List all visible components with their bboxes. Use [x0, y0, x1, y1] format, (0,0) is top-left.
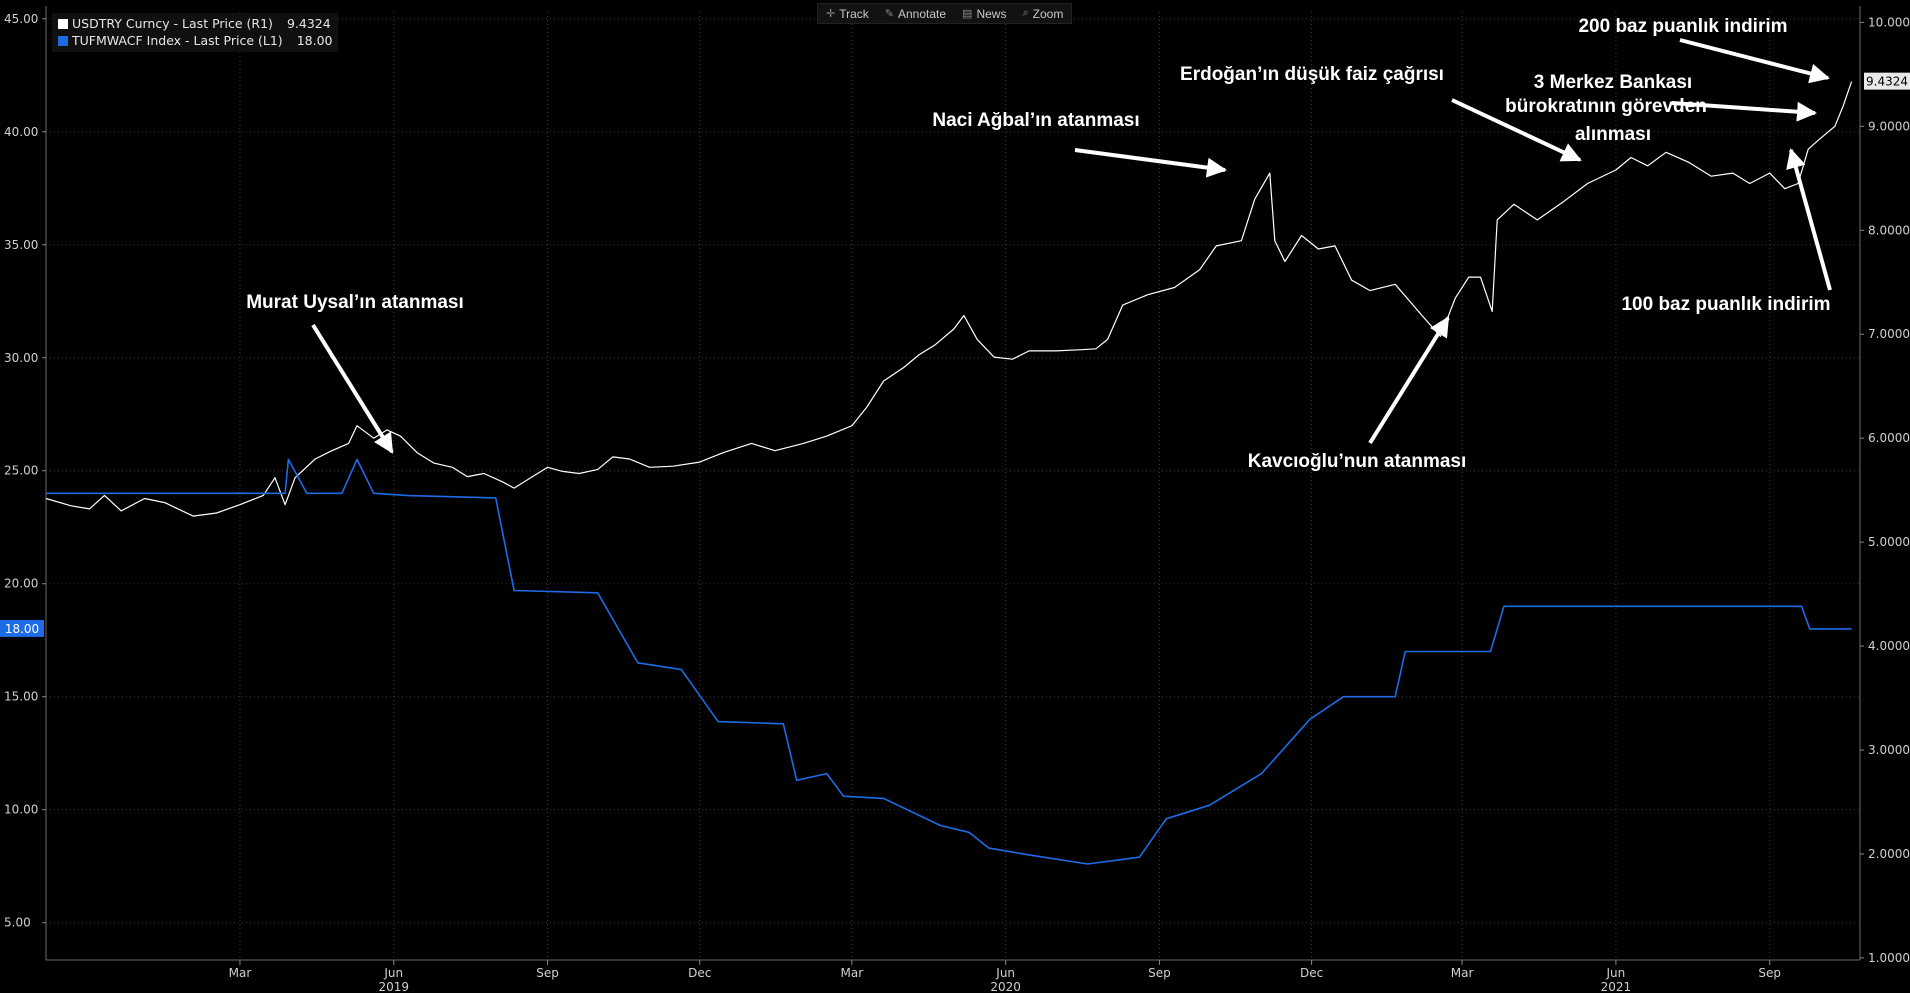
annotation-arrow: [1671, 101, 1817, 122]
last-value-badge-tufmwacf: [0, 619, 44, 637]
zoom-button[interactable]: ⌕ Zoom: [1014, 4, 1071, 23]
zoom-label: Zoom: [1032, 6, 1064, 21]
track-button[interactable]: ✛ Track: [818, 4, 877, 23]
right-tick-label: 1.0000: [1868, 951, 1910, 965]
crosshair-icon: ✛: [826, 8, 836, 20]
right-tick-label: 7.0000: [1868, 327, 1910, 341]
annotation-arrow: [311, 323, 394, 454]
newspaper-icon: ▤: [962, 8, 973, 20]
x-year-label: 2019: [378, 980, 409, 993]
left-tick-label: 35.00: [4, 238, 38, 252]
right-tick-label: 5.0000: [1868, 535, 1910, 549]
left-tick-label: 45.00: [4, 12, 38, 26]
last-value-badge-usdtry: [1864, 72, 1910, 90]
annotate-label: Annotate: [898, 6, 947, 21]
legend-item-tufmwacf[interactable]: TUFMWACF Index - Last Price (L1) 18.00: [58, 32, 332, 49]
annotation-text: alınması: [1575, 124, 1651, 145]
annotation-text: bürokratının görevden: [1505, 96, 1707, 117]
right-tick-label: 3.0000: [1868, 743, 1910, 757]
news-button[interactable]: ▤ News: [954, 4, 1014, 23]
legend-value: 18.00: [296, 33, 333, 48]
annotation-text: Murat Uysal’ın atanması: [246, 292, 464, 313]
x-tick-label: Jun: [995, 966, 1015, 980]
legend-label: USDTRY Curncy - Last Price (R1): [72, 16, 273, 31]
left-tick-label: 15.00: [4, 690, 38, 704]
right-tick-label: 9.0000: [1868, 119, 1910, 133]
series-line-usdtry: [45, 81, 1853, 517]
x-tick-label: Mar: [1451, 966, 1474, 980]
annotation-text: 3 Merkez Bankası: [1534, 72, 1692, 93]
left-tick-label: 20.00: [4, 577, 38, 591]
magnifier-icon: ⌕: [1022, 7, 1029, 19]
x-year-label: 2020: [990, 980, 1021, 993]
right-tick-label: 6.0000: [1868, 431, 1910, 445]
annotation-text: 200 baz puanlık indirim: [1578, 16, 1787, 37]
legend-item-usdtry[interactable]: USDTRY Curncy - Last Price (R1) 9.4324: [58, 15, 332, 32]
right-tick-label: 4.0000: [1868, 639, 1910, 653]
annotation-arrow: [1368, 316, 1450, 445]
annotation-arrow: [1074, 148, 1227, 178]
annotation-arrow: [1786, 148, 1832, 291]
annotation-arrow: [1679, 38, 1830, 84]
last-value-label-usdtry: 9.4324: [1866, 75, 1908, 89]
legend-swatch-blue: [58, 35, 68, 46]
left-tick-label: 40.00: [4, 125, 38, 139]
legend-value: 9.4324: [286, 16, 331, 31]
x-tick-label: Sep: [536, 966, 559, 980]
x-tick-label: Dec: [688, 966, 711, 980]
pencil-icon: ✎: [884, 8, 894, 20]
x-tick-label: Mar: [229, 966, 252, 980]
chart-toolbar: ✛ Track ✎ Annotate ▤ News ⌕ Zoom: [817, 3, 1073, 24]
annotation-text: Naci Ağbal’ın atanması: [932, 110, 1139, 131]
left-tick-label: 30.00: [4, 351, 38, 365]
x-tick-label: Mar: [841, 966, 864, 980]
series-line-tufmwacf: [46, 458, 1852, 865]
track-label: Track: [839, 6, 869, 21]
x-tick-label: Dec: [1300, 966, 1323, 980]
right-tick-label: 10.0000: [1868, 15, 1910, 29]
x-tick-label: Jun: [1606, 966, 1626, 980]
annotation-text: 100 baz puanlık indirim: [1621, 294, 1830, 315]
right-tick-label: 8.0000: [1868, 223, 1910, 237]
x-tick-label: Sep: [1148, 966, 1171, 980]
right-tick-label: 2.0000: [1868, 847, 1910, 861]
annotation-arrow: [1451, 98, 1582, 162]
left-tick-label: 25.00: [4, 464, 38, 478]
x-year-label: 2021: [1601, 980, 1632, 993]
legend-swatch-white: [58, 18, 68, 29]
left-tick-label: 10.00: [4, 803, 38, 817]
chart-legend: USDTRY Curncy - Last Price (R1) 9.4324 T…: [52, 13, 339, 52]
annotation-text: Erdoğan’ın düşük faiz çağrısı: [1180, 64, 1444, 85]
legend-label: TUFMWACF Index - Last Price (L1): [72, 33, 283, 48]
x-tick-label: Sep: [1758, 966, 1781, 980]
x-tick-label: Jun: [383, 966, 403, 980]
news-label: News: [976, 6, 1007, 21]
left-tick-label: 5.00: [4, 916, 31, 930]
annotation-text: Kavcıoğlu’nun atanması: [1248, 451, 1467, 472]
last-value-label-tufmwacf: 18.00: [5, 622, 39, 636]
annotate-button[interactable]: ✎ Annotate: [877, 4, 954, 23]
